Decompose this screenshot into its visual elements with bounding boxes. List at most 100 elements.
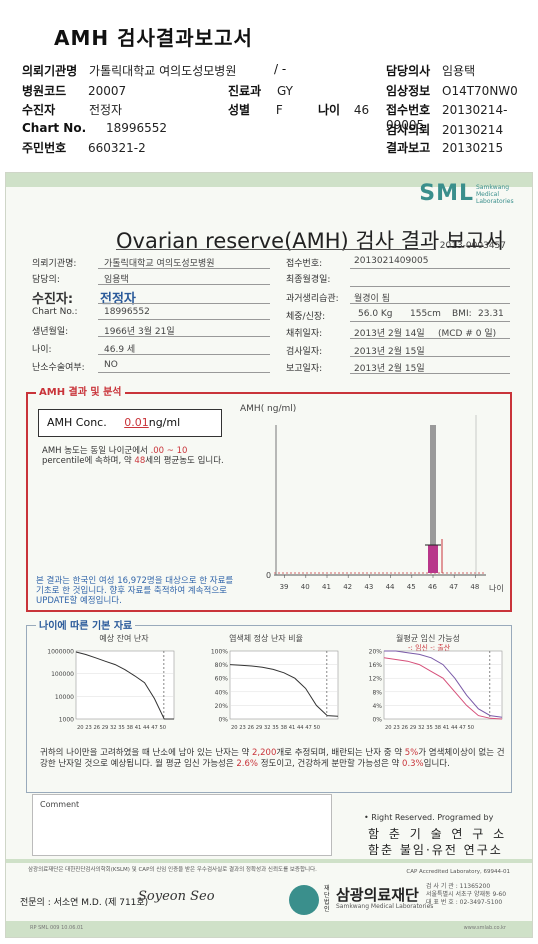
summary-2: 개로 추정되며, 배란되는 난자 중 약: [276, 748, 403, 758]
age-label: 나이: [318, 103, 341, 117]
amh-chart-ylabel: AMH( ng/ml): [240, 404, 297, 414]
underline: [98, 354, 270, 355]
y-tick-label: 0%: [372, 717, 382, 724]
y-tick-label: 100000: [51, 671, 74, 678]
request-value: 20130214: [442, 123, 504, 137]
x-tick-label: 47: [449, 583, 458, 591]
age-range-bar: [430, 425, 436, 565]
collect-label: 채취일자:: [286, 329, 323, 339]
x-tick-label: 40: [301, 583, 310, 591]
mini-title-chromosome: 염색체 정상 난자 비율: [229, 634, 303, 643]
y-tick-label: 8%: [372, 689, 382, 696]
sex-value: F: [275, 103, 283, 117]
summary-1: 귀하의 나이만을 고려하였을 때 난소에 남아 있는 난자는 약: [40, 748, 250, 758]
amh-conc-label: AMH Conc.: [47, 416, 107, 429]
x-tick-labels: 20 23 26 29 32 35 38 41 44 47 50: [77, 725, 166, 731]
series-line: [75, 651, 174, 720]
hospital-code-row: 병원코드 20007: [22, 82, 126, 99]
doc-number: 2013-0003457: [439, 241, 506, 251]
scanned-report: SML Samkwang Medical Laboratories Ovaria…: [5, 172, 533, 938]
physician-value: 임용택: [442, 64, 476, 78]
hospital-code-value: 20007: [88, 84, 127, 98]
foundation-name: 삼광의료재단: [336, 886, 419, 904]
mid-green-band: [6, 859, 532, 863]
bottom-green-band: [6, 921, 532, 937]
chart-label-doc: Chart No.:: [32, 307, 78, 317]
age-value: 46: [353, 103, 370, 117]
series-line: [229, 664, 339, 717]
recv-label: 접수번호:: [286, 259, 323, 269]
signature: Soyeon Seo: [138, 889, 215, 904]
comment-label: Comment: [40, 800, 80, 809]
summary-birth: 0.3%: [402, 759, 424, 769]
x-tick-labels: 20 23 26 29 32 35 38 41 44 47 50: [231, 725, 320, 731]
underline: [350, 321, 510, 322]
contact-info: 검 사 기 관 : 11365200 서울특별시 서초구 양재동 9-60 대 …: [426, 883, 506, 907]
test-label: 검사일자:: [286, 347, 323, 357]
top-green-band: [6, 173, 532, 187]
patient-value-doc: 전정자: [100, 292, 136, 307]
y-tick-label: 0%: [218, 717, 228, 724]
underline: [350, 338, 510, 339]
test-value: 2013년 2월 15일: [354, 347, 425, 357]
rights-text: • Right Reserved. Programed by: [364, 813, 494, 822]
institution-label: 의뢰기관명: [22, 64, 78, 78]
birth-label: 생년월일:: [32, 327, 69, 337]
amh-result-box: [26, 392, 512, 612]
clinical-label: 임상정보: [386, 84, 431, 98]
amh-conc-unit: ng/ml: [148, 416, 181, 429]
age-data-title: 나이에 따른 기본 자료: [36, 617, 136, 632]
amh-section-title: AMH 결과 및 분석: [36, 383, 125, 398]
amh-note: 본 결과는 한국인 여성 16,972명을 대상으로 한 자료를 기초로 한 것…: [36, 576, 234, 606]
y-tick-label: 1000: [59, 717, 74, 724]
inst-label: 의뢰기관명:: [32, 259, 77, 269]
body-label: 체중/신장:: [286, 312, 326, 322]
mini-title-eggs: 예상 잔여 난자: [99, 634, 149, 643]
x-tick-label: 46: [428, 583, 437, 591]
y-tick-label: 100%: [211, 649, 228, 656]
contact-line-1: 검 사 기 관 : 11365200: [426, 883, 491, 890]
summary-preg: 2.6%: [236, 759, 258, 769]
underline: [350, 356, 510, 357]
series-line: [384, 650, 503, 718]
sex-row: 성별 F: [228, 101, 283, 118]
age-row: 나이 46: [318, 101, 369, 118]
cap-accreditation: CAP Accredited Laboratory, 69944-01: [406, 869, 510, 875]
report-label-doc: 보고일자:: [286, 364, 323, 374]
age-value-doc: 46.9 세: [104, 345, 136, 355]
y-tick-label: 80%: [215, 662, 229, 669]
summary-4: 정도이고, 건강하게 분만할 가능성은 약: [260, 759, 400, 769]
amh-desc-age: 48: [134, 456, 146, 466]
underline: [350, 303, 510, 304]
request-row: 검사의뢰 20130214: [386, 121, 503, 138]
y-tick-label: 60%: [215, 676, 229, 683]
history-value: 월경이 됨: [354, 294, 390, 304]
institute-1: 함 춘 기 술 연 구 소: [368, 827, 508, 841]
plot-area: [229, 650, 339, 720]
patient-label: 수진자: [22, 103, 56, 117]
underline: [98, 372, 270, 373]
rrn-value: 660321-2: [88, 141, 146, 155]
foundation-small: 재단 법인: [324, 885, 330, 913]
institution-row: 의뢰기관명 가톨릭대학교 여의도성모병원: [22, 62, 236, 79]
rrn-label: 주민번호: [22, 141, 67, 155]
request-label: 검사의뢰: [386, 123, 431, 137]
sex-label: 성별: [228, 103, 251, 117]
patient-row: 수진자 전정자: [22, 101, 122, 118]
doctor-value: 임용택: [104, 275, 129, 285]
receipt-row: 접수번호 20130214-09005: [386, 101, 538, 132]
physician-row: 담당의사 임용택: [386, 62, 475, 79]
y-tick-label: 40%: [215, 689, 229, 696]
report-date-row: 결과보고 20130215: [386, 139, 503, 156]
report-date-label: 결과보고: [386, 141, 431, 155]
chart-label: Chart No.: [22, 121, 87, 135]
amh-bar-chart: 0 39 40 41 42 43 44 45 46 47 48 나이: [266, 415, 504, 593]
underline: [98, 268, 270, 269]
pregnancy-chance-chart: 20% 16% 12% 8% 4% 0%20 23 26 29 32 35 38 41 4…: [369, 649, 503, 731]
physician-label: 담당의사: [386, 64, 431, 78]
chart-value: 18996552: [105, 121, 168, 135]
foundation-subtitle: Samkwang Medical Laboratories: [336, 903, 434, 910]
specialist-name: 전문의 : 서소연 M.D. (제 711호): [20, 898, 149, 908]
underline: [350, 373, 510, 374]
